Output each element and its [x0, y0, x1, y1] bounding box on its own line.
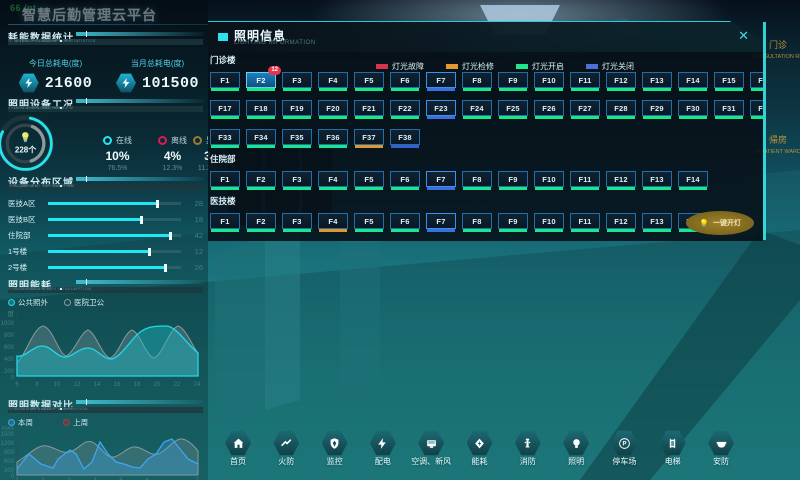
svg-text:10: 10 [54, 382, 61, 388]
svg-text:0: 0 [11, 375, 15, 381]
svg-text:度: 度 [8, 309, 15, 318]
svg-text:800: 800 [4, 333, 15, 339]
svg-text:8: 8 [35, 382, 39, 388]
svg-text:24: 24 [194, 382, 201, 388]
svg-text:22: 22 [174, 382, 181, 388]
svg-text:12: 12 [74, 382, 81, 388]
svg-text:P: P [622, 441, 626, 447]
svg-text:帰房: 帰房 [769, 134, 787, 145]
svg-text:1000: 1000 [1, 321, 15, 327]
svg-text:6: 6 [15, 382, 19, 388]
svg-text:门诊: 门诊 [769, 39, 787, 50]
svg-text:18: 18 [134, 382, 141, 388]
svg-text:400: 400 [4, 357, 15, 363]
svg-text:600: 600 [4, 345, 15, 351]
svg-text:20: 20 [154, 382, 161, 388]
svg-text:14: 14 [94, 382, 101, 388]
svg-text:16: 16 [114, 382, 121, 388]
